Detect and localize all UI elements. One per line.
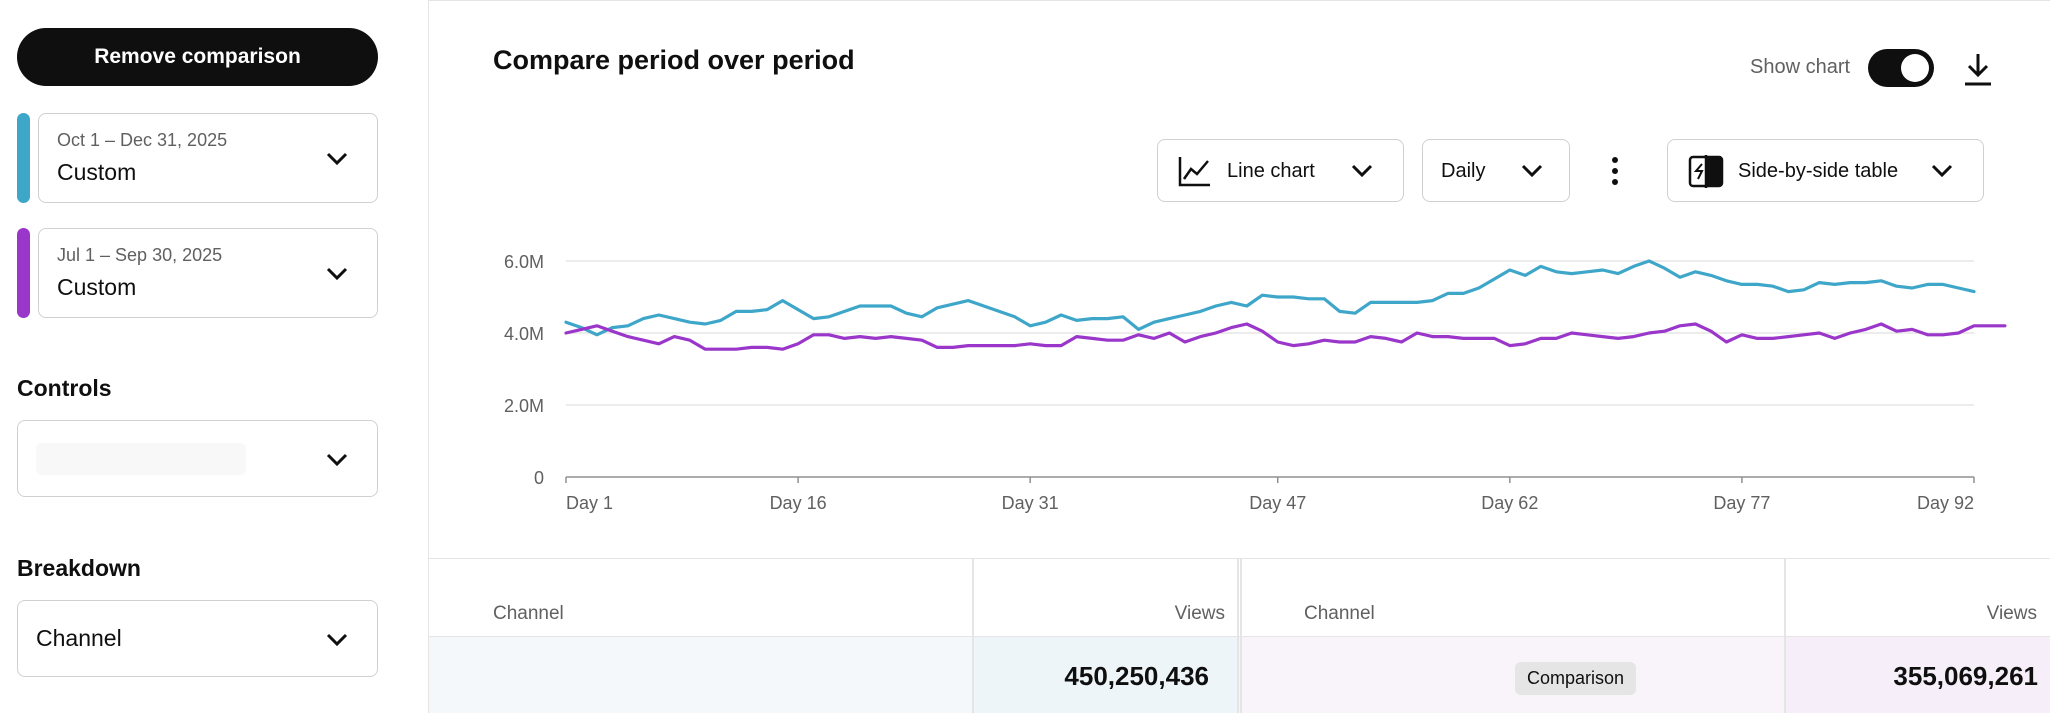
x-tick-label: Day 16 [770,493,827,513]
controls-dropdown[interactable] [17,420,378,497]
download-icon[interactable] [1961,51,1995,87]
chevron-down-icon [326,267,348,281]
main-panel: Compare period over period Show chart Li… [428,0,2050,713]
granularity-dropdown[interactable]: Daily [1422,139,1570,202]
comparison-period-series-line [564,322,2007,351]
x-tick-label: Day 92 [1917,493,1974,513]
column-divider [1237,558,1239,713]
chart-type-label: Line chart [1227,160,1315,182]
column-divider [972,558,974,713]
comparison-line-chart: 0 2.0M 4.0M 6.0M Day 1 Day 16 Day 31 Day 47 Day … [504,252,2007,513]
primary-views-value: 450,250,436 [1064,661,1209,691]
controls-label: Controls [17,375,112,401]
y-tick-label: 2.0M [504,396,544,416]
primary-period-name: Custom [57,159,137,185]
comparison-badge: Comparison [1515,662,1637,695]
table-header-row [429,558,2050,637]
primary-period-selector[interactable]: Oct 1 – Dec 31, 2025 Custom [17,113,378,203]
chevron-down-icon [326,152,348,166]
chevron-down-icon [326,453,348,467]
comparison-period-color-bar [17,228,30,318]
line-chart-icon [1178,157,1210,187]
table-mode-dropdown[interactable]: Side-by-side table [1667,139,1984,202]
chevron-down-icon [326,633,348,647]
y-tick-label: 0 [534,468,544,488]
primary-views-cell: 450,250,436 [972,637,1237,713]
breakdown-value: Channel [36,625,122,651]
chevron-down-icon [1521,164,1543,178]
remove-comparison-button[interactable]: Remove comparison [17,28,378,86]
comparison-views-cell: 355,069,261 [1784,637,2050,713]
chart-type-dropdown[interactable]: Line chart [1157,139,1404,202]
column-divider [1784,558,1786,713]
comparison-views-value: 355,069,261 [1893,661,2038,691]
y-tick-label: 6.0M [504,252,544,272]
table-mode-label: Side-by-side table [1738,160,1899,182]
x-tick-label: Day 31 [1002,493,1059,513]
primary-period-series-line [564,259,1976,337]
side-by-side-icon [1688,155,1724,188]
primary-period-color-bar [17,113,30,203]
x-tick-label: Day 47 [1249,493,1306,513]
chevron-down-icon [1351,164,1373,178]
breakdown-dropdown[interactable]: Channel [17,600,378,677]
chevron-down-icon [1931,164,1953,178]
show-chart-label: Show chart [1750,56,1851,78]
comparison-period-selector[interactable]: Jul 1 – Sep 30, 2025 Custom [17,228,378,318]
granularity-label: Daily [1441,160,1486,182]
page-title: Compare period over period [493,45,855,75]
toggle-knob [1901,54,1929,82]
show-chart-toggle[interactable] [1868,49,1934,87]
comparison-channel-cell [1239,637,1784,713]
table-row: 450,250,436 355,069,261 Comparison [429,637,2050,713]
breakdown-label: Breakdown [17,555,141,581]
column-header-channel[interactable]: Channel [493,603,564,624]
y-tick-label: 4.0M [504,324,544,344]
more-options-icon[interactable] [1610,156,1620,186]
x-tick-label: Day 1 [566,493,613,513]
primary-period-dropdown[interactable]: Oct 1 – Dec 31, 2025 Custom [38,113,378,203]
comparison-period-range: Jul 1 – Sep 30, 2025 [57,245,223,265]
column-header-channel-comparison[interactable]: Channel [1304,603,1375,624]
left-panel: Remove comparison Oct 1 – Dec 31, 2025 C… [0,0,400,713]
column-header-views-comparison[interactable]: Views [1986,603,2037,624]
comparison-period-dropdown[interactable]: Jul 1 – Sep 30, 2025 Custom [38,228,378,318]
comparison-period-name: Custom [57,274,137,300]
primary-period-range: Oct 1 – Dec 31, 2025 [57,130,228,150]
column-header-views[interactable]: Views [1174,603,1225,624]
primary-channel-cell [429,637,972,713]
column-divider [1240,558,1242,713]
controls-value [36,443,246,475]
x-tick-label: Day 77 [1713,493,1770,513]
x-tick-label: Day 62 [1481,493,1538,513]
